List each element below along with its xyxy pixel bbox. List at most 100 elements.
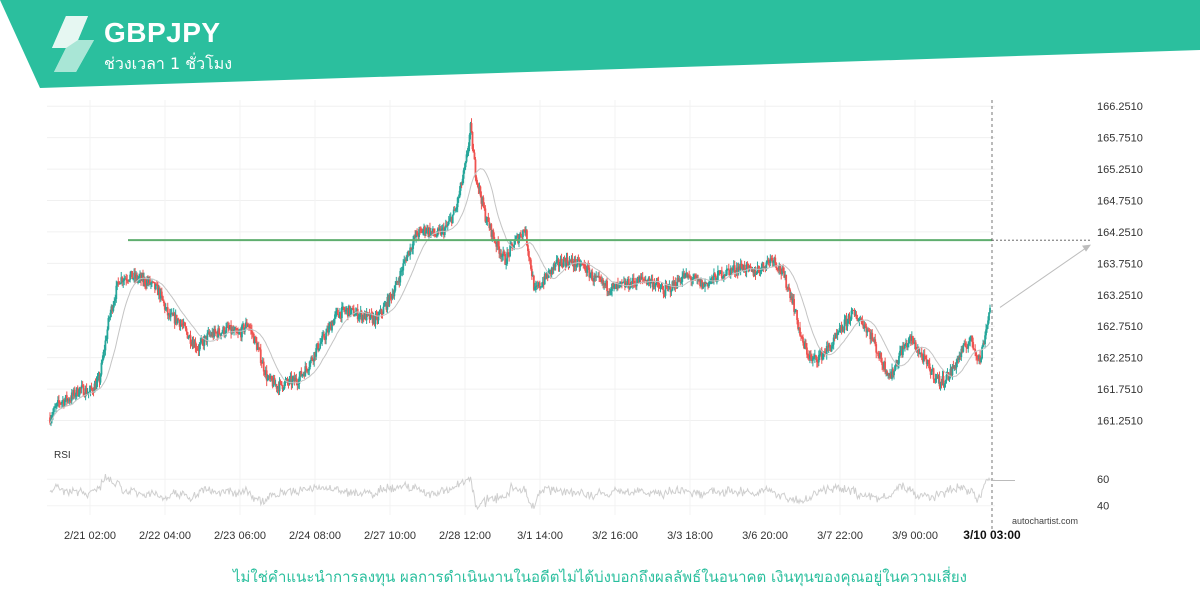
candle-body (635, 283, 638, 287)
candle-body (195, 348, 198, 350)
candle-body (784, 274, 787, 278)
candle-body (862, 324, 865, 329)
rsi-line (49, 474, 991, 511)
candle-body (486, 216, 489, 222)
candle-body (143, 278, 145, 283)
candle-body (773, 257, 776, 262)
candle-body (378, 312, 381, 315)
candle-body (628, 287, 631, 289)
candle-body (105, 339, 108, 341)
candle-body (954, 365, 957, 369)
candle-body (474, 159, 477, 178)
candle-body (522, 230, 524, 237)
candle-body (437, 228, 440, 230)
candle-body (251, 333, 254, 335)
candle-body (740, 263, 743, 268)
candle-body (492, 230, 495, 237)
candle-body (863, 324, 866, 329)
candle-body (215, 332, 218, 334)
candle-body (746, 263, 749, 265)
candle-body (986, 325, 988, 330)
candle-body (974, 349, 977, 353)
candle-body (285, 379, 288, 382)
candle-body (542, 281, 545, 285)
candle-body (306, 369, 309, 372)
candle-body (712, 276, 714, 280)
candle-body (187, 337, 190, 339)
candle-body (209, 334, 212, 336)
candle-body (916, 348, 919, 352)
candle-body (627, 278, 630, 289)
candle-body (297, 383, 300, 385)
candle-body (663, 293, 666, 296)
candle-body (319, 343, 322, 349)
candle-body (459, 182, 462, 191)
candle-body (543, 273, 546, 285)
candle-body (979, 355, 982, 362)
candle-body (544, 273, 547, 279)
candle-body (852, 309, 855, 311)
candle-body (161, 296, 164, 301)
candle-body (432, 228, 434, 232)
candle-body (611, 283, 613, 291)
candle-body (963, 343, 966, 345)
candle-body (861, 319, 864, 325)
candle-body (344, 309, 347, 312)
projection-arrowhead-icon (1082, 244, 1091, 252)
candle-body (572, 263, 575, 267)
candle-body (478, 186, 481, 189)
candle-body (272, 377, 275, 387)
candle-body (259, 349, 262, 363)
candle-body (854, 314, 857, 316)
candle-body (762, 262, 765, 268)
candle-body (530, 268, 533, 277)
candle-body (302, 373, 305, 375)
candle-body (332, 322, 334, 326)
candle-body (549, 269, 552, 275)
candle-body (870, 332, 873, 340)
candle-body (679, 279, 682, 283)
candle-body (807, 354, 809, 356)
candle-body (140, 275, 142, 281)
candle-body (188, 335, 191, 338)
x-tick-label: 2/21 02:00 (64, 530, 116, 542)
candle-body (830, 346, 833, 351)
candle-body (287, 382, 290, 384)
candle-body (513, 244, 515, 249)
candle-body (516, 235, 518, 237)
candle-body (745, 263, 748, 273)
x-axis: 2/21 02:00 2/22 04:00 2/23 06:00 2/24 08:00… (64, 528, 1021, 542)
candle-body (230, 325, 232, 334)
candle-body (770, 257, 773, 259)
candle-body (655, 280, 658, 284)
candle-body (330, 323, 332, 331)
candle-body (971, 335, 974, 342)
candle-body (473, 152, 476, 160)
candle-body (831, 344, 834, 347)
candle-body (682, 273, 685, 277)
candle-body (733, 265, 736, 273)
price-chart: 166.2510 165.7510 165.2510 164.7510 164.2510… (47, 100, 1143, 542)
candle-body (483, 206, 486, 209)
candle-body (109, 312, 112, 318)
candle-body (620, 281, 622, 283)
candle-body (112, 305, 115, 311)
candle-body (823, 352, 826, 354)
candle-body (94, 383, 97, 390)
candle-body (539, 286, 542, 288)
candle-body (949, 368, 952, 377)
candle-body (284, 381, 287, 383)
candle-body (363, 312, 366, 319)
candle-body (200, 339, 203, 343)
candle-body (533, 287, 536, 290)
candle-body (875, 344, 878, 353)
candle-body (120, 277, 123, 284)
candle-body (529, 259, 532, 269)
candle-body (893, 371, 895, 376)
candle-body (527, 245, 529, 252)
candle-body (97, 375, 100, 378)
candle-body (866, 329, 869, 333)
candle-body (575, 265, 578, 267)
x-tick-label: 3/1 14:00 (517, 530, 563, 542)
candle-body (914, 342, 917, 351)
